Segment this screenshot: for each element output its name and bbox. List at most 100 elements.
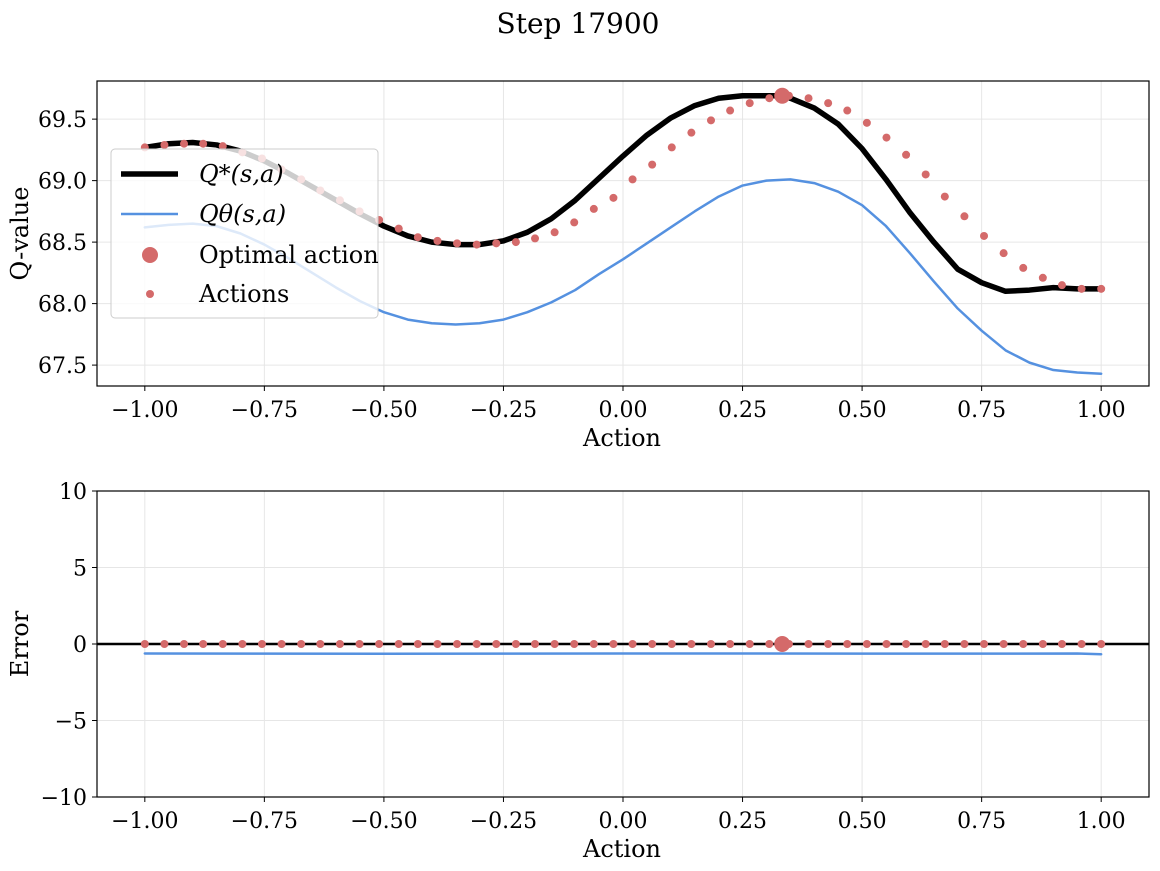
action-point [472, 240, 481, 249]
action-point [160, 640, 169, 648]
learned-q-line [143, 652, 1103, 656]
action-point [335, 640, 344, 648]
action-point [1038, 273, 1047, 282]
action-point [999, 640, 1008, 648]
action-point [882, 640, 891, 648]
action-point [511, 640, 520, 648]
x-tick-label: 1.00 [1077, 398, 1126, 423]
action-point [433, 236, 442, 245]
action-point [609, 193, 618, 202]
action-point [667, 143, 676, 152]
action-point [726, 106, 735, 115]
action-point [492, 640, 501, 648]
y-axis-label: Q-value [6, 187, 34, 281]
action-point [355, 640, 364, 648]
action-point [394, 640, 403, 648]
action-point [648, 160, 657, 169]
action-point [238, 640, 247, 648]
legend-actions-swatch [146, 290, 154, 298]
action-point [570, 218, 579, 227]
action-point [1097, 640, 1106, 648]
x-tick-label: 0.75 [957, 809, 1006, 834]
x-tick-label: 0.50 [838, 398, 887, 423]
action-point [824, 99, 833, 108]
action-point [940, 192, 949, 201]
x-tick-label: 0.00 [599, 809, 648, 834]
plot-area [140, 636, 1106, 656]
x-tick-label: 1.00 [1077, 809, 1126, 834]
action-point [492, 239, 501, 248]
x-tick-label: 0.75 [957, 398, 1006, 423]
action-point [940, 640, 949, 648]
action-point [921, 170, 930, 179]
action-point [648, 640, 657, 648]
action-point [745, 99, 754, 108]
action-point [1019, 263, 1028, 272]
action-point [687, 128, 696, 137]
action-point [824, 640, 833, 648]
x-tick-label: −0.25 [470, 398, 537, 423]
x-tick-label: −0.50 [350, 398, 417, 423]
action-point [1019, 640, 1028, 648]
action-point [745, 640, 754, 648]
error-panel: −1.00 −0.75 −0.50 −0.25 0.00 0.25 0.50 0.75 1.00… [6, 480, 1150, 863]
figure-title: Step 17900 [497, 7, 660, 40]
y-tick-label: 5 [73, 557, 87, 582]
q-value-panel: −1.00 −0.75 −0.50 −0.25 0.00 0.25 0.50 0.75 1.00… [6, 80, 1150, 452]
action-point [882, 133, 891, 142]
action-point [902, 640, 911, 648]
action-point [902, 150, 911, 159]
action-point [140, 640, 149, 648]
optimal-action-point [774, 87, 791, 104]
action-point [375, 640, 384, 648]
x-axis-label: Action [582, 835, 661, 863]
action-point [706, 116, 715, 125]
action-point [589, 640, 598, 648]
action-point [570, 640, 579, 648]
action-point [394, 224, 403, 233]
action-point [316, 640, 325, 648]
y-tick-label: 69.5 [38, 108, 87, 133]
action-point [687, 640, 696, 648]
y-tick-label: −5 [55, 710, 87, 735]
x-tick-label: −0.75 [231, 398, 298, 423]
action-point [843, 106, 852, 115]
action-point [511, 238, 520, 247]
x-tick-label: 0.25 [718, 398, 767, 423]
legend-label-true_q: Q*(s,a) [199, 160, 284, 188]
action-point [1057, 281, 1066, 290]
y-axis-label: Error [6, 610, 34, 677]
y-tick-label: 67.5 [38, 354, 87, 379]
action-point [218, 142, 227, 151]
action-point [921, 640, 930, 648]
action-point [472, 640, 481, 648]
action-point [1097, 284, 1106, 293]
action-point [804, 94, 813, 103]
action-point [843, 640, 852, 648]
action-point [199, 139, 208, 148]
legend-label-learned_q: Qθ(s,a) [199, 200, 286, 228]
action-point [277, 640, 286, 648]
action-point [453, 239, 462, 248]
action-point [1038, 640, 1047, 648]
y-tick-label: 68.0 [38, 293, 87, 318]
action-point [980, 231, 989, 240]
x-tick-label: 0.50 [838, 809, 887, 834]
x-tick-label: −1.00 [111, 809, 178, 834]
action-point [706, 640, 715, 648]
action-point [589, 204, 598, 213]
action-point [257, 640, 266, 648]
x-tick-label: 0.25 [718, 809, 767, 834]
action-point [413, 640, 422, 648]
action-point [804, 640, 813, 648]
y-tick-label: −10 [41, 786, 87, 811]
action-point [413, 233, 422, 242]
x-tick-label: −0.75 [231, 809, 298, 834]
x-axis-label: Action [582, 424, 661, 452]
action-point [862, 640, 871, 648]
x-tick-label: 0.00 [599, 398, 648, 423]
action-point [180, 640, 189, 648]
action-point [531, 640, 540, 648]
